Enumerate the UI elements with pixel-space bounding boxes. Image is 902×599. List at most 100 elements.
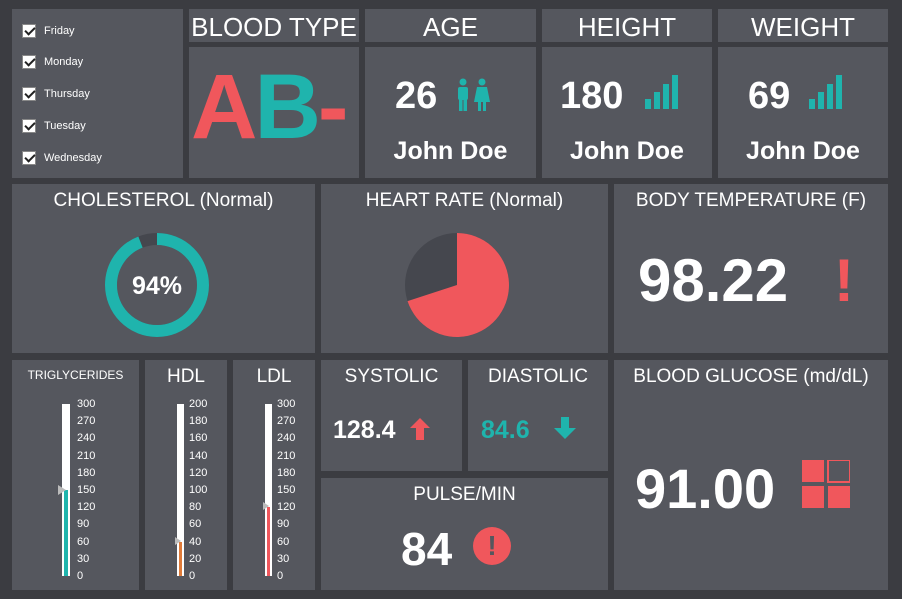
hdl-gauge-marker — [175, 536, 181, 545]
day-checkbox[interactable] — [22, 151, 36, 165]
cholesterol-title: CHOLESTEROL (Normal) — [53, 190, 274, 211]
pulse-alert-icon: ! — [473, 527, 511, 565]
scale-tick-label: 90 — [77, 518, 90, 531]
day-label: Monday — [44, 56, 84, 68]
triglycerides-title: TRIGLYCERIDES — [27, 368, 124, 382]
day-label: Friday — [44, 25, 75, 37]
day-checkbox[interactable] — [22, 119, 36, 133]
scale-tick-label: 30 — [277, 552, 290, 565]
day-checkbox-row[interactable]: Monday — [22, 53, 83, 71]
hdl-title: HDL — [166, 366, 205, 387]
scale-tick-label: 100 — [189, 484, 208, 496]
ldl-gauge-fill — [267, 507, 270, 576]
cholesterol-value: 94% — [131, 272, 183, 300]
day-checkbox[interactable] — [22, 24, 36, 38]
scale-tick-label: 180 — [77, 466, 96, 479]
heart-rate-pie-slice — [407, 233, 509, 337]
systolic-panel: SYSTOLIC 128.4 — [321, 360, 462, 471]
ldl-gauge-marker — [263, 502, 269, 511]
day-label: Thursday — [44, 88, 90, 100]
day-checkbox[interactable] — [22, 87, 36, 101]
scale-tick-label: 120 — [277, 501, 296, 514]
scale-tick-label: 60 — [277, 535, 290, 548]
scale-tick-label: 60 — [77, 535, 90, 548]
heart-rate-title: HEART RATE (Normal) — [365, 190, 564, 211]
blood-type-sign: - — [317, 56, 349, 158]
scale-tick-label: 150 — [277, 484, 296, 496]
scale-tick-label: 30 — [77, 552, 90, 565]
hdl-gauge-track — [177, 404, 184, 576]
weight-value: 69 — [748, 75, 791, 117]
day-checkbox-row[interactable]: Tuesday — [22, 117, 86, 135]
scale-tick-label: 270 — [277, 415, 296, 428]
scale-tick-label: 0 — [189, 570, 196, 582]
scale-tick-label: 180 — [277, 466, 296, 479]
arrow-down-icon — [554, 417, 576, 439]
glucose-title: BLOOD GLUCOSE (md/dL) — [633, 366, 869, 387]
weight-title: WEIGHT — [751, 12, 855, 42]
pulse-title: PULSE/MIN — [413, 484, 516, 505]
scale-tick-label: 90 — [277, 518, 290, 531]
diastolic-value: 84.6 — [481, 416, 530, 444]
height-header: HEIGHT — [542, 9, 712, 42]
scale-tick-label: 210 — [77, 449, 96, 462]
age-panel: 26 John Doe — [365, 47, 536, 178]
height-panel: 180 John Doe — [542, 47, 712, 178]
scale-tick-label: 210 — [277, 449, 296, 462]
blood-type-title: BLOOD TYPE — [191, 12, 357, 42]
scale-tick-label: 240 — [77, 432, 96, 445]
glucose-value: 91.00 — [635, 457, 776, 520]
triglycerides-gauge-marker — [58, 485, 66, 495]
diastolic-title: DIASTOLIC — [488, 366, 588, 387]
scale-tick-label: 240 — [277, 432, 296, 445]
scale-tick-label: 300 — [77, 398, 96, 410]
day-label: Wednesday — [44, 152, 102, 164]
blood-type-value: AB- — [191, 61, 349, 153]
cholesterol-donut — [105, 233, 209, 337]
systolic-value: 128.4 — [333, 416, 396, 444]
ldl-gauge-track — [265, 404, 272, 576]
day-checkbox-row[interactable]: Wednesday — [22, 149, 102, 167]
triglycerides-panel: TRIGLYCERIDES 300 270 240 210 180 150 120 90 60 3… — [12, 360, 139, 590]
blood-type-panel: AB- — [189, 47, 359, 178]
alert-icon: ! — [834, 247, 854, 314]
glucose-panel: BLOOD GLUCOSE (md/dL) 91.00 — [614, 360, 888, 590]
cholesterol-panel: CHOLESTEROL (Normal) 94% — [12, 184, 315, 353]
pulse-value: 84 — [401, 523, 453, 575]
body-temp-panel: BODY TEMPERATURE (F) 98.22 ! — [614, 184, 888, 353]
ldl-title: LDL — [256, 366, 292, 387]
body-temp-title: BODY TEMPERATURE (F) — [635, 190, 867, 211]
scale-tick-label: 300 — [277, 398, 296, 410]
scale-tick-label: 180 — [189, 415, 208, 428]
bars-icon — [645, 75, 678, 109]
day-checkbox-row[interactable]: Thursday — [22, 85, 90, 103]
day-checkbox[interactable] — [22, 55, 36, 69]
age-title: AGE — [423, 12, 478, 42]
scale-tick-label: 0 — [277, 570, 284, 582]
weight-person-name: John Doe — [746, 137, 860, 165]
grid-icon — [802, 460, 850, 508]
pulse-alert-glyph: ! — [487, 530, 497, 561]
arrow-up-icon — [410, 418, 430, 440]
age-value: 26 — [395, 75, 438, 117]
scale-tick-label: 140 — [189, 449, 208, 462]
day-label: Tuesday — [44, 120, 86, 132]
scale-tick-label: 270 — [77, 415, 96, 428]
scale-tick-label: 60 — [189, 518, 202, 531]
scale-tick-label: 20 — [189, 552, 202, 565]
systolic-title: SYSTOLIC — [344, 366, 439, 387]
triglycerides-gauge-fill — [64, 490, 68, 576]
height-person-name: John Doe — [570, 137, 684, 165]
age-header: AGE — [365, 9, 536, 42]
blood-type-letter-a: A — [191, 56, 257, 158]
heart-rate-panel: HEART RATE (Normal) — [321, 184, 608, 353]
hdl-gauge-fill — [179, 541, 182, 576]
scale-tick-label: 0 — [77, 570, 84, 582]
scale-tick-label: 120 — [189, 466, 208, 479]
bars-icon — [809, 75, 842, 109]
blood-type-letter-b: B — [254, 56, 320, 158]
age-person-name: John Doe — [393, 137, 508, 165]
day-checkbox-row[interactable]: Friday — [22, 22, 75, 40]
weight-panel: 69 John Doe — [718, 47, 888, 178]
body-temp-value: 98.22 — [638, 247, 789, 314]
